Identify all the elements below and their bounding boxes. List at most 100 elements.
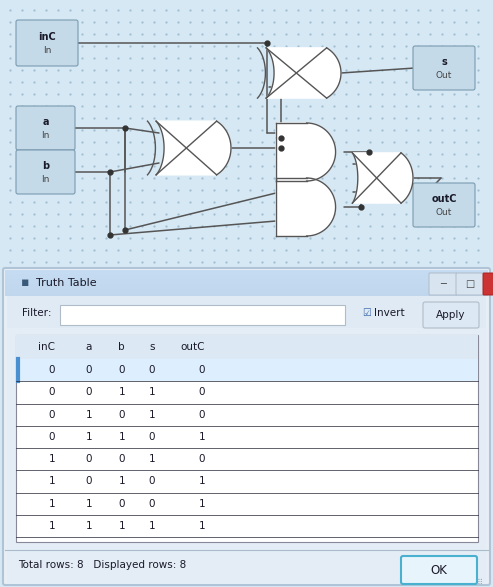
Text: inC: inC <box>38 32 56 42</box>
Text: outC: outC <box>180 342 205 352</box>
Text: OK: OK <box>430 564 448 576</box>
Text: 1: 1 <box>148 387 155 397</box>
Bar <box>5 294 488 295</box>
Text: Total rows: 8   Displayed rows: 8: Total rows: 8 Displayed rows: 8 <box>18 560 186 570</box>
FancyBboxPatch shape <box>16 20 78 66</box>
Bar <box>16 335 478 359</box>
Text: Invert: Invert <box>374 308 405 318</box>
Text: In: In <box>43 46 51 55</box>
Text: □: □ <box>465 279 475 289</box>
Bar <box>5 280 488 281</box>
Text: 1: 1 <box>85 410 92 420</box>
Polygon shape <box>276 178 336 236</box>
Text: s: s <box>149 342 155 352</box>
Bar <box>5 276 488 277</box>
Bar <box>5 288 488 289</box>
Bar <box>5 274 488 275</box>
FancyBboxPatch shape <box>413 46 475 90</box>
Text: b: b <box>42 161 49 171</box>
FancyBboxPatch shape <box>423 302 479 328</box>
Text: 1: 1 <box>148 521 155 531</box>
Text: 0: 0 <box>48 365 55 375</box>
FancyBboxPatch shape <box>483 273 493 295</box>
Text: Out: Out <box>436 208 452 217</box>
Polygon shape <box>276 123 336 181</box>
Bar <box>5 286 488 287</box>
Text: 0: 0 <box>199 410 205 420</box>
Text: 1: 1 <box>118 521 125 531</box>
Polygon shape <box>266 48 341 98</box>
Bar <box>5 270 488 271</box>
Text: 1: 1 <box>48 498 55 508</box>
Text: 0: 0 <box>85 365 92 375</box>
Bar <box>16 359 478 381</box>
Text: 0: 0 <box>85 454 92 464</box>
Text: 0: 0 <box>48 432 55 442</box>
Text: Filter:: Filter: <box>22 308 51 318</box>
Bar <box>5 295 488 296</box>
FancyBboxPatch shape <box>413 183 475 227</box>
Text: a: a <box>86 342 92 352</box>
Bar <box>5 281 488 282</box>
FancyBboxPatch shape <box>429 273 457 295</box>
Bar <box>5 290 488 291</box>
Bar <box>5 270 488 296</box>
Text: 1: 1 <box>198 477 205 487</box>
Bar <box>5 283 488 284</box>
Bar <box>5 282 488 283</box>
Text: 0: 0 <box>48 387 55 397</box>
Text: Truth Table: Truth Table <box>36 278 97 288</box>
Bar <box>5 275 488 276</box>
FancyBboxPatch shape <box>16 150 75 194</box>
FancyBboxPatch shape <box>16 106 75 150</box>
Text: 1: 1 <box>148 410 155 420</box>
Text: ⠿: ⠿ <box>477 578 483 586</box>
Text: 0: 0 <box>48 410 55 420</box>
Text: 1: 1 <box>85 498 92 508</box>
FancyBboxPatch shape <box>456 273 484 295</box>
Text: 0: 0 <box>85 387 92 397</box>
Text: 0: 0 <box>118 410 125 420</box>
Text: 1: 1 <box>118 432 125 442</box>
Bar <box>7 296 486 328</box>
Text: 0: 0 <box>148 432 155 442</box>
Text: 1: 1 <box>148 454 155 464</box>
Bar <box>16 335 478 542</box>
Text: b: b <box>118 342 125 352</box>
Text: ─: ─ <box>440 279 446 289</box>
Text: In: In <box>41 131 50 140</box>
Polygon shape <box>156 121 231 175</box>
Bar <box>5 271 488 272</box>
Text: 1: 1 <box>48 521 55 531</box>
Text: Apply: Apply <box>436 310 466 320</box>
Text: 0: 0 <box>199 387 205 397</box>
Text: 1: 1 <box>198 521 205 531</box>
Text: Out: Out <box>436 70 452 80</box>
Text: inC: inC <box>38 342 55 352</box>
Text: 1: 1 <box>118 387 125 397</box>
Text: 0: 0 <box>199 454 205 464</box>
Text: outC: outC <box>431 194 457 204</box>
Bar <box>5 284 488 285</box>
Text: 1: 1 <box>198 498 205 508</box>
Text: ☑: ☑ <box>362 308 371 318</box>
Text: ▪: ▪ <box>21 276 29 289</box>
Bar <box>7 296 486 583</box>
Bar <box>5 273 488 274</box>
Text: 1: 1 <box>118 477 125 487</box>
Text: a: a <box>42 117 49 127</box>
Text: 0: 0 <box>118 365 125 375</box>
Text: 0: 0 <box>148 365 155 375</box>
Bar <box>5 285 488 286</box>
Text: 0: 0 <box>148 498 155 508</box>
Bar <box>5 293 488 294</box>
Text: 1: 1 <box>85 521 92 531</box>
Bar <box>5 277 488 278</box>
Text: s: s <box>441 57 447 67</box>
Text: 0: 0 <box>118 498 125 508</box>
FancyBboxPatch shape <box>401 556 477 584</box>
Text: 0: 0 <box>199 365 205 375</box>
Text: In: In <box>41 175 50 184</box>
Bar <box>5 291 488 292</box>
Bar <box>0 0 493 265</box>
